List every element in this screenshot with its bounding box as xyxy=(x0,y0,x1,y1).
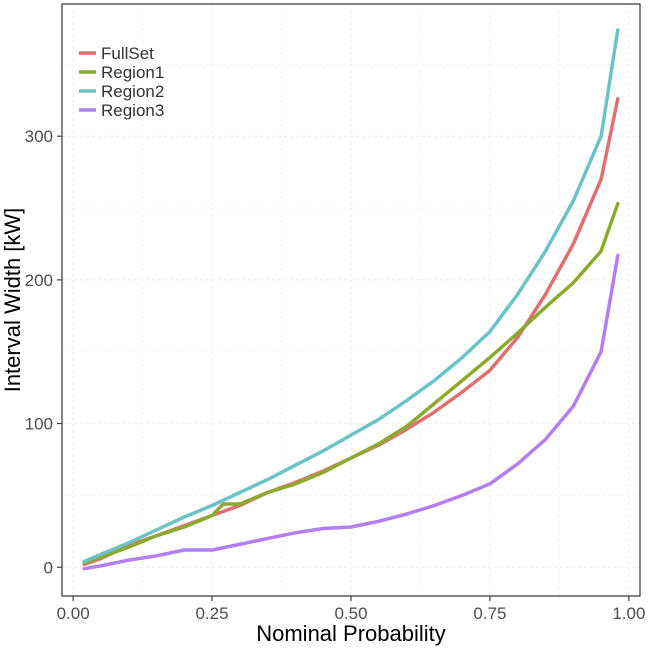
y-axis-ticks: 0 100 200 300 xyxy=(25,127,62,577)
series-line-region2 xyxy=(82,28,620,564)
legend-label-region1: Region1 xyxy=(101,63,164,82)
x-tick-label: 0.00 xyxy=(57,604,90,623)
legend-label-fullset: FullSet xyxy=(101,44,154,63)
y-tick-label: 300 xyxy=(25,127,53,146)
legend-label-region2: Region2 xyxy=(101,82,164,101)
y-axis-title: Interval Width [kW] xyxy=(0,208,25,393)
series-line-region3 xyxy=(82,253,620,571)
y-tick-label: 100 xyxy=(25,415,53,434)
x-tick-label: 1.00 xyxy=(612,604,645,623)
x-axis-ticks: 0.00 0.25 0.50 0.75 1.00 xyxy=(57,596,645,623)
x-tick-label: 0.75 xyxy=(473,604,506,623)
x-axis-title: Nominal Probability xyxy=(256,621,446,646)
x-tick-label: 0.50 xyxy=(334,604,367,623)
series-lines xyxy=(82,28,620,571)
series-line-region1 xyxy=(82,201,620,565)
grid xyxy=(62,4,640,596)
x-tick-label: 0.25 xyxy=(196,604,229,623)
y-tick-label: 0 xyxy=(44,558,53,577)
y-tick-label: 200 xyxy=(25,271,53,290)
legend-label-region3: Region3 xyxy=(101,101,164,120)
